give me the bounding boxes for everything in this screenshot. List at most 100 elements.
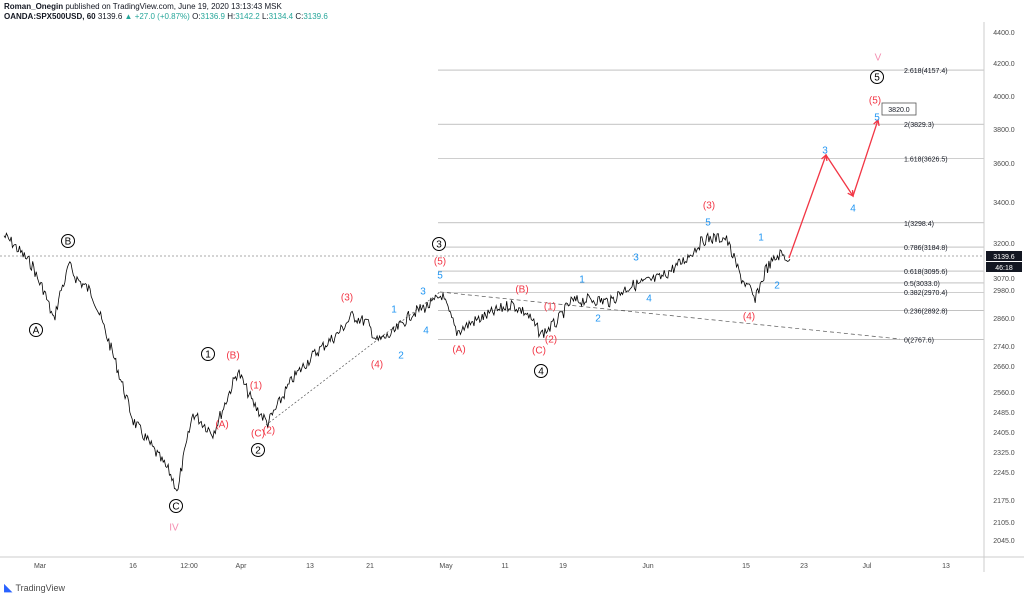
y-tick-label: 2485.0: [993, 410, 1015, 417]
wave-label: 1: [391, 305, 397, 316]
target-box[interactable]: 3820.0: [881, 102, 917, 116]
open-value: 3136.9: [200, 12, 225, 21]
x-tick-label: 16: [129, 563, 137, 570]
wave-label: IV: [169, 523, 179, 534]
x-tick-label: Apr: [236, 563, 248, 570]
y-tick-label: 4000.0: [993, 94, 1015, 101]
wave-label: (3): [341, 293, 353, 304]
publish-info: published on TradingView.com, June 19, 2…: [65, 2, 282, 11]
author-name[interactable]: Roman_Onegin: [4, 2, 64, 11]
wave-label: V: [875, 53, 882, 64]
wave-label: (3): [703, 201, 715, 212]
symbol-label[interactable]: OANDA:SPX500USD, 60: [4, 12, 96, 21]
y-tick-label: 2660.0: [993, 364, 1015, 371]
projection-line: [788, 119, 879, 259]
last-price-badge: 3139.6 46:18: [986, 251, 1022, 272]
y-tick-label: 3200.0: [993, 241, 1015, 248]
trend-line-dotted: [265, 291, 441, 426]
wave-label: C: [172, 502, 179, 513]
wave-label: 2: [398, 351, 404, 362]
wave-label: 5: [874, 73, 880, 84]
wave-circle: [251, 443, 265, 457]
wave-label: 5: [705, 218, 711, 229]
y-tick-label: 2105.0: [993, 520, 1015, 527]
fib-extension-levels: 2.618(4157.4) 2(3829.3) 1.618(3626.5) 1(329…: [438, 68, 984, 345]
fib-level-label: 2.618(4157.4): [904, 68, 948, 75]
x-tick-label: 13: [306, 563, 314, 570]
fib-level-label: 0.786(3184.8): [904, 245, 948, 252]
wave-label: 2: [255, 446, 261, 457]
wave-circle: [201, 347, 215, 361]
x-tick-label: Jul: [863, 563, 872, 570]
wave-circle: [61, 234, 75, 248]
wave-label: 4: [423, 326, 429, 337]
wave-label: (4): [743, 312, 755, 323]
wave-label: (1): [250, 381, 262, 392]
y-tick-label: 2860.0: [993, 316, 1015, 323]
y-tick-label: 2980.0: [993, 288, 1015, 295]
high-value: 3142.2: [235, 12, 260, 21]
close-label: C:: [295, 12, 304, 21]
wave-label: (2): [545, 335, 557, 346]
wave-label: 2: [595, 314, 601, 325]
wave-label: (B): [515, 285, 528, 296]
fib-level-label: 0.382(2970.4): [904, 290, 948, 297]
y-tick-label: 3600.0: [993, 161, 1015, 168]
fib-level-label: 0.236(2892.8): [904, 308, 948, 315]
wave-label: 5: [437, 271, 443, 282]
y-tick-label: 2245.0: [993, 470, 1015, 477]
last-price: 3139.6: [97, 12, 123, 21]
low-label: L:: [261, 12, 269, 21]
x-tick-label: 23: [800, 563, 808, 570]
x-tick-label: May: [439, 563, 453, 570]
wave-label: (C): [251, 429, 265, 440]
tradingview-icon: ◣: [4, 582, 13, 594]
x-tick-label: Jun: [642, 563, 653, 570]
wave-label: 4: [646, 294, 652, 305]
y-tick-label: 3800.0: [993, 127, 1015, 134]
y-tick-label: 3400.0: [993, 200, 1015, 207]
price-change: +27.0 (+0.87%): [134, 12, 190, 21]
trend-line-dashed: [439, 291, 901, 340]
axes: 4400.0 4200.0 4000.0 3800.0 3600.0 3400.0 3200…: [0, 22, 1024, 572]
chart-header: Roman_Onegin published on TradingView.co…: [4, 2, 328, 22]
close-value: 3139.6: [303, 12, 328, 21]
low-value: 3134.4: [268, 12, 294, 21]
wave-circle: [29, 323, 43, 337]
tradingview-logo[interactable]: ◣ TradingView: [4, 581, 65, 594]
y-tick-label: 2740.0: [993, 344, 1015, 351]
y-tick-label: 2405.0: [993, 430, 1015, 437]
wave-label: 3: [633, 253, 639, 264]
fib-level-label: 0(2767.6): [904, 338, 934, 345]
wave-label: (5): [869, 96, 881, 107]
projection-arrowhead: [821, 153, 828, 162]
wave-circle: [432, 237, 446, 251]
x-tick-label: Mar: [34, 563, 47, 570]
wave-label: (1): [544, 302, 556, 313]
last-price-axis-label: 3139.6: [993, 254, 1015, 261]
price-series: [3, 232, 791, 492]
y-tick-label: 2175.0: [993, 498, 1015, 505]
wave-label: (A): [215, 420, 228, 431]
y-tick-label: 2045.0: [993, 538, 1015, 545]
wave-circle: [870, 70, 884, 84]
wave-label: (B): [226, 351, 239, 362]
x-tick-label: 13: [942, 563, 950, 570]
wave-label: (2): [263, 426, 275, 437]
y-tick-label: 4400.0: [993, 30, 1015, 37]
fib-level-label: 0.618(3095.6): [904, 269, 948, 276]
wave-label: (A): [452, 345, 465, 356]
wave-label: (C): [532, 346, 546, 357]
high-label: H:: [227, 12, 236, 21]
projection-arrowhead: [847, 189, 854, 198]
x-tick-label: 19: [559, 563, 567, 570]
open-label: O:: [192, 12, 201, 21]
x-tick-label: 12:00: [180, 563, 198, 570]
wave-labels: ABCIV12345V(A)(B)(1)(C)(2)(3)(4)(5)(A)(B…: [29, 53, 884, 534]
wave-label: 3: [420, 287, 426, 298]
x-tick-label: 15: [742, 563, 750, 570]
target-label: 3820.0: [888, 107, 910, 114]
wave-label: 2: [774, 281, 780, 292]
fib-level-label: 2(3829.3): [904, 122, 934, 129]
